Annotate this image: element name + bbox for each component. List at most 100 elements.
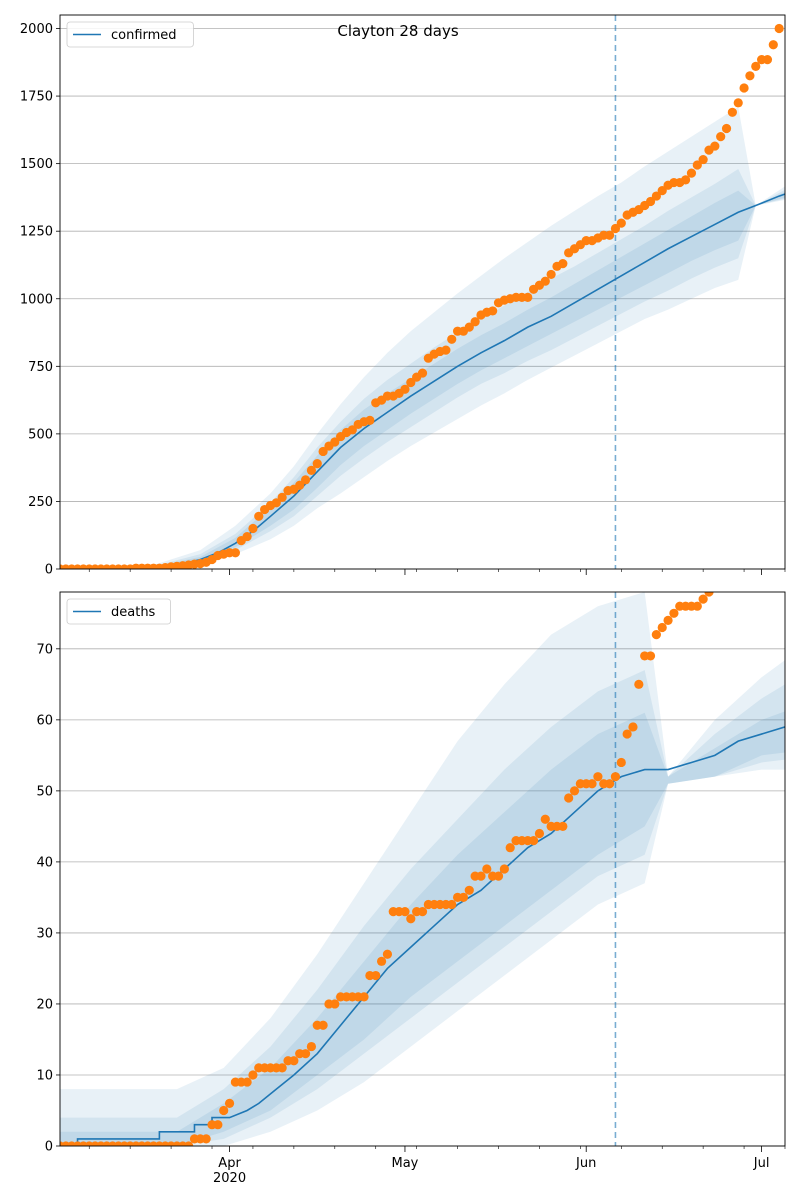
model-line [60, 726, 785, 1146]
y-tick-label: 70 [36, 642, 53, 657]
y-tick-label: 10 [36, 1068, 53, 1083]
observed-point [657, 622, 667, 633]
observed-point [330, 437, 340, 447]
observed-point [564, 793, 574, 803]
observed-point [464, 885, 474, 895]
observed-point [610, 772, 621, 782]
x-tick-label: Apr [218, 1156, 241, 1171]
observed-point [587, 779, 597, 789]
observed-point [318, 446, 328, 457]
y-tick-label: 750 [28, 360, 53, 375]
y-tick-label: 30 [36, 926, 53, 941]
observed-point [417, 368, 428, 378]
observed-point [721, 123, 732, 134]
legend-label: deaths [111, 605, 156, 620]
observed-point [464, 322, 474, 332]
observed-point [254, 511, 264, 521]
observed-point [698, 594, 708, 604]
observed-point [306, 465, 317, 475]
observed-point [213, 1120, 223, 1130]
observed-point [184, 1141, 194, 1146]
y-tick-label: 500 [28, 427, 53, 442]
figure-title: Clayton 28 days [337, 22, 458, 40]
observed-point [669, 608, 679, 618]
observed-point [382, 949, 393, 959]
observed-point [651, 191, 661, 201]
observed-point [716, 132, 726, 142]
observed-point [441, 345, 451, 355]
observed-point [295, 480, 305, 490]
observed-point [622, 729, 632, 739]
observed-point [774, 23, 784, 34]
observed-point [505, 843, 515, 853]
observed-point [610, 223, 621, 234]
legend-label: confirmed [111, 28, 177, 43]
y-tick-label: 1750 [20, 90, 53, 105]
observed-point [681, 175, 691, 185]
confirmed-panel: 0 250 500 750 1000 1250 1500 1750 2000 confirmed [20, 14, 786, 578]
legend: confirmed [66, 21, 194, 48]
observed-point [768, 40, 778, 50]
observed-point [493, 871, 504, 881]
observed-point [400, 907, 410, 917]
uncertainty-band-1 [60, 592, 785, 1146]
observed-point [686, 168, 697, 178]
y-tick-label: 40 [36, 855, 53, 870]
x-tick-label: May [392, 1156, 419, 1171]
observed-point [692, 160, 702, 170]
observed-point [224, 1098, 235, 1108]
observed-point [663, 615, 673, 626]
observed-point [499, 864, 509, 874]
observed-point [523, 292, 533, 303]
y-tick-label: 250 [28, 495, 53, 510]
observed-point [306, 1041, 317, 1052]
observed-point [482, 864, 492, 874]
y-tick-label: 2000 [20, 22, 53, 37]
observed-point [657, 186, 667, 196]
observed-point [312, 459, 322, 469]
observed-point [733, 98, 743, 108]
observed-point [201, 1134, 211, 1144]
observed-point [447, 899, 457, 910]
observed-point [318, 1020, 328, 1030]
y-tick-label: 20 [36, 997, 53, 1012]
uncertainty-band-1 [60, 106, 785, 569]
observed-point [359, 992, 369, 1002]
observed-point [458, 892, 469, 903]
observed-point [593, 772, 603, 782]
observed-point [376, 956, 387, 966]
x-tick-label: Jun [575, 1156, 596, 1171]
observed-point [289, 1056, 299, 1066]
observed-point [628, 722, 638, 732]
observed-point [248, 1070, 258, 1080]
observed-point [604, 779, 615, 789]
observed-point [558, 259, 568, 269]
plot-frame [59, 591, 786, 1147]
observed-point [692, 601, 702, 611]
observed-point [727, 107, 737, 117]
observed-point [347, 425, 357, 435]
observed-point [300, 475, 311, 485]
observed-point [300, 1049, 311, 1059]
y-tick-label: 0 [45, 1140, 53, 1155]
legend-box [66, 598, 171, 625]
observed-point [698, 154, 708, 165]
observed-point [634, 679, 644, 689]
observed-point [745, 71, 755, 81]
y-tick-label: 1500 [20, 157, 53, 172]
observed-point [528, 835, 539, 846]
plot-area [60, 15, 785, 569]
observed-point [277, 492, 287, 502]
observed-point [762, 54, 773, 65]
x-tick-label: Jul [753, 1156, 770, 1171]
y-tick-label: 1250 [20, 225, 53, 240]
observed-point [242, 1077, 252, 1087]
observed-point [406, 914, 416, 924]
observed-point [406, 377, 416, 388]
uncertainty-band-2 [60, 670, 785, 1146]
y-tick-label: 0 [45, 563, 53, 578]
observed-point [739, 83, 749, 93]
observed-point [540, 814, 550, 824]
